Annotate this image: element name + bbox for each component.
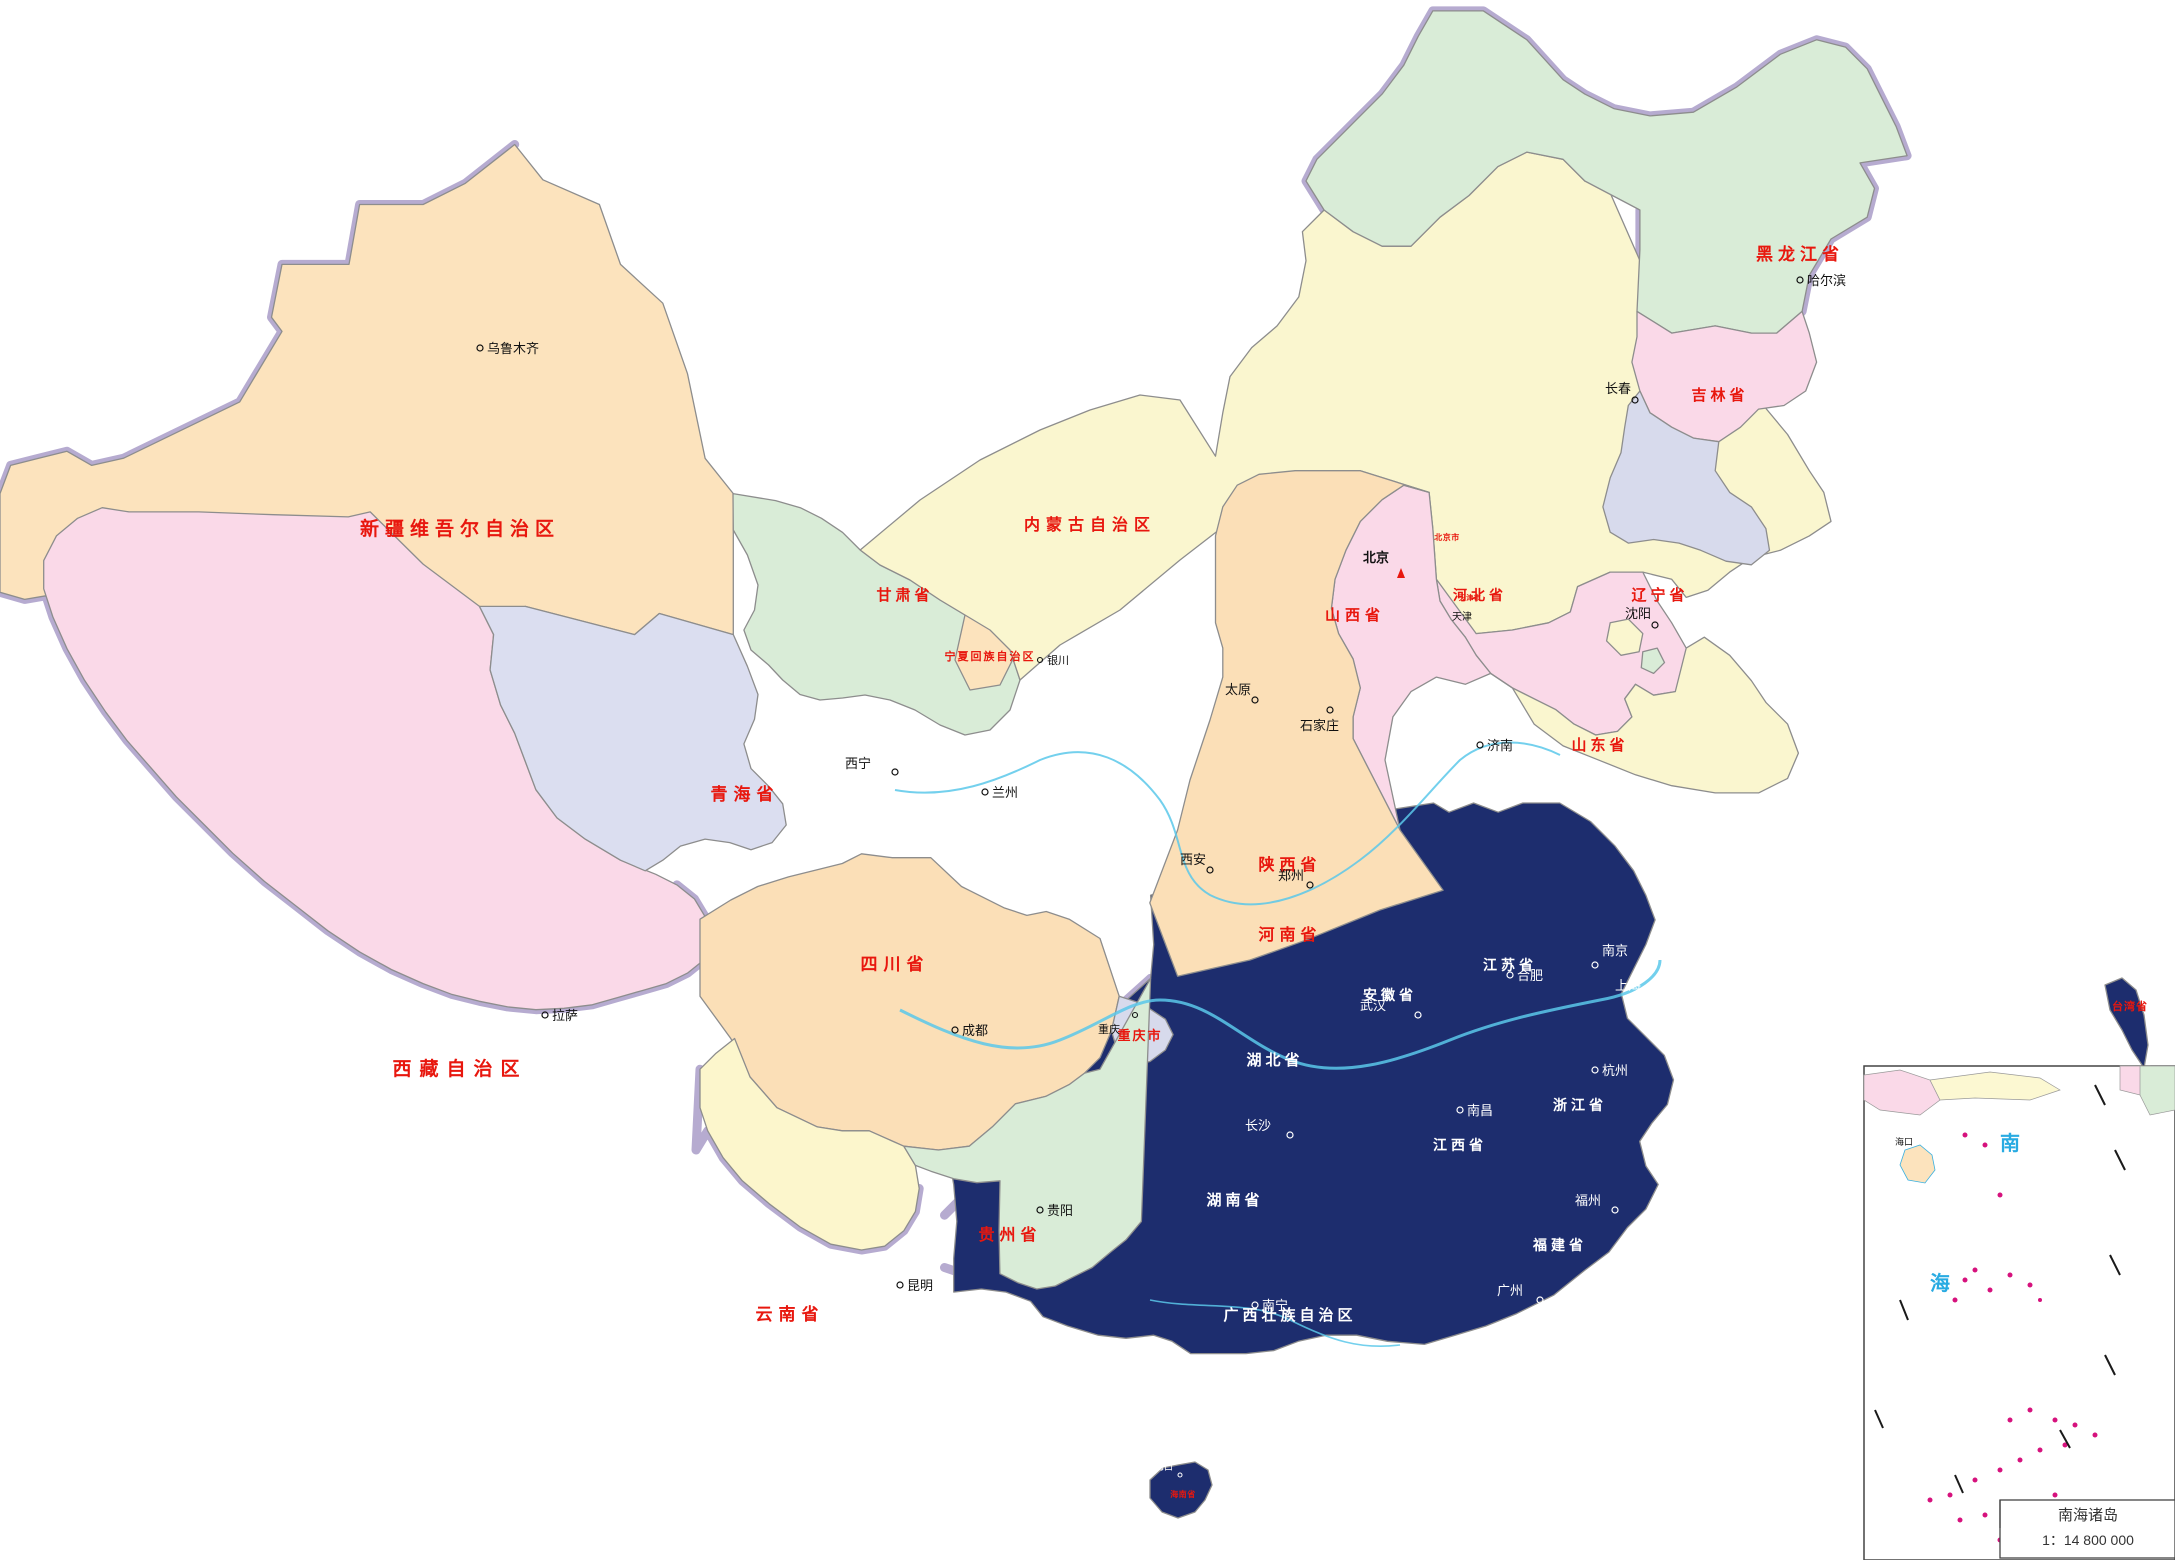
svg-text:山东省: 山东省 bbox=[1571, 736, 1628, 754]
svg-text:广东省: 广东省 bbox=[1501, 1336, 1558, 1354]
svg-text:云南省: 云南省 bbox=[756, 1304, 825, 1324]
svg-text:石家庄: 石家庄 bbox=[1300, 718, 1339, 733]
svg-text:内蒙古自治区: 内蒙古自治区 bbox=[1024, 515, 1156, 534]
svg-text:福州: 福州 bbox=[1575, 1193, 1601, 1208]
svg-text:吉林省: 吉林省 bbox=[1691, 386, 1748, 404]
svg-text:哈尔滨: 哈尔滨 bbox=[1807, 273, 1846, 288]
svg-text:北京: 北京 bbox=[1363, 550, 1389, 565]
svg-text:宁夏回族自治区: 宁夏回族自治区 bbox=[945, 649, 1036, 663]
svg-text:江西省: 江西省 bbox=[1433, 1137, 1487, 1153]
svg-text:南海诸岛: 南海诸岛 bbox=[2058, 1507, 2118, 1524]
svg-text:广州: 广州 bbox=[1497, 1283, 1523, 1298]
svg-text:上海: 上海 bbox=[1615, 978, 1641, 993]
svg-text:济南: 济南 bbox=[1487, 738, 1513, 753]
svg-text:成都: 成都 bbox=[962, 1023, 988, 1038]
svg-text:南昌: 南昌 bbox=[1467, 1103, 1493, 1118]
svg-text:天津市: 天津市 bbox=[1459, 593, 1482, 602]
svg-text:海: 海 bbox=[1930, 1271, 1950, 1295]
svg-text:广西壮族自治区: 广西壮族自治区 bbox=[1223, 1306, 1356, 1324]
svg-text:南京: 南京 bbox=[1602, 943, 1628, 958]
svg-text:湖南省: 湖南省 bbox=[1206, 1191, 1263, 1209]
svg-text:四川省: 四川省 bbox=[861, 954, 930, 974]
svg-text:甘肃省: 甘肃省 bbox=[876, 586, 933, 604]
svg-text:武汉: 武汉 bbox=[1360, 998, 1386, 1013]
svg-text:郑州: 郑州 bbox=[1278, 868, 1304, 883]
svg-text:福建省: 福建省 bbox=[1532, 1237, 1587, 1253]
svg-text:南: 南 bbox=[2000, 1132, 2020, 1155]
svg-text:西宁: 西宁 bbox=[845, 756, 871, 771]
svg-text:西安: 西安 bbox=[1180, 852, 1206, 867]
svg-text:台湾省: 台湾省 bbox=[2112, 999, 2148, 1013]
svg-text:青海省: 青海省 bbox=[711, 784, 780, 804]
svg-text:长沙: 长沙 bbox=[1245, 1118, 1271, 1133]
svg-text:1：14 800 000: 1：14 800 000 bbox=[2042, 1532, 2134, 1548]
svg-text:湖北省: 湖北省 bbox=[1246, 1051, 1303, 1069]
svg-text:银川: 银川 bbox=[1047, 653, 1069, 667]
svg-text:黑龙江省: 黑龙江省 bbox=[1756, 244, 1844, 264]
svg-text:海口: 海口 bbox=[1895, 1136, 1913, 1147]
svg-text:长春: 长春 bbox=[1605, 381, 1631, 396]
svg-text:南宁: 南宁 bbox=[1262, 1298, 1288, 1313]
svg-text:太原: 太原 bbox=[1225, 682, 1251, 697]
svg-text:新疆维吾尔自治区: 新疆维吾尔自治区 bbox=[360, 517, 560, 540]
svg-text:天津: 天津 bbox=[1452, 611, 1472, 623]
svg-text:拉萨: 拉萨 bbox=[552, 1008, 578, 1023]
svg-text:海南省: 海南省 bbox=[1170, 1489, 1196, 1499]
svg-text:合肥: 合肥 bbox=[1517, 968, 1543, 983]
svg-text:杭州: 杭州 bbox=[1602, 1063, 1628, 1078]
svg-text:辽宁省: 辽宁省 bbox=[1631, 586, 1688, 604]
svg-text:北京市: 北京市 bbox=[1434, 532, 1460, 542]
svg-text:兰州: 兰州 bbox=[992, 785, 1018, 800]
svg-text:贵州省: 贵州省 bbox=[978, 1225, 1041, 1244]
svg-text:乌鲁木齐: 乌鲁木齐 bbox=[487, 341, 539, 356]
svg-text:西藏自治区: 西藏自治区 bbox=[392, 1057, 527, 1080]
svg-text:重庆市: 重庆市 bbox=[1117, 1028, 1162, 1043]
svg-text:重庆: 重庆 bbox=[1098, 1022, 1120, 1036]
svg-text:昆明: 昆明 bbox=[907, 1278, 933, 1293]
svg-text:沈阳: 沈阳 bbox=[1625, 606, 1651, 621]
svg-text:山西省: 山西省 bbox=[1325, 606, 1385, 624]
svg-text:贵阳: 贵阳 bbox=[1047, 1203, 1073, 1218]
svg-text:河南省: 河南省 bbox=[1258, 925, 1321, 944]
svg-text:浙江省: 浙江省 bbox=[1553, 1097, 1607, 1113]
svg-text:海口: 海口 bbox=[1155, 1461, 1173, 1472]
